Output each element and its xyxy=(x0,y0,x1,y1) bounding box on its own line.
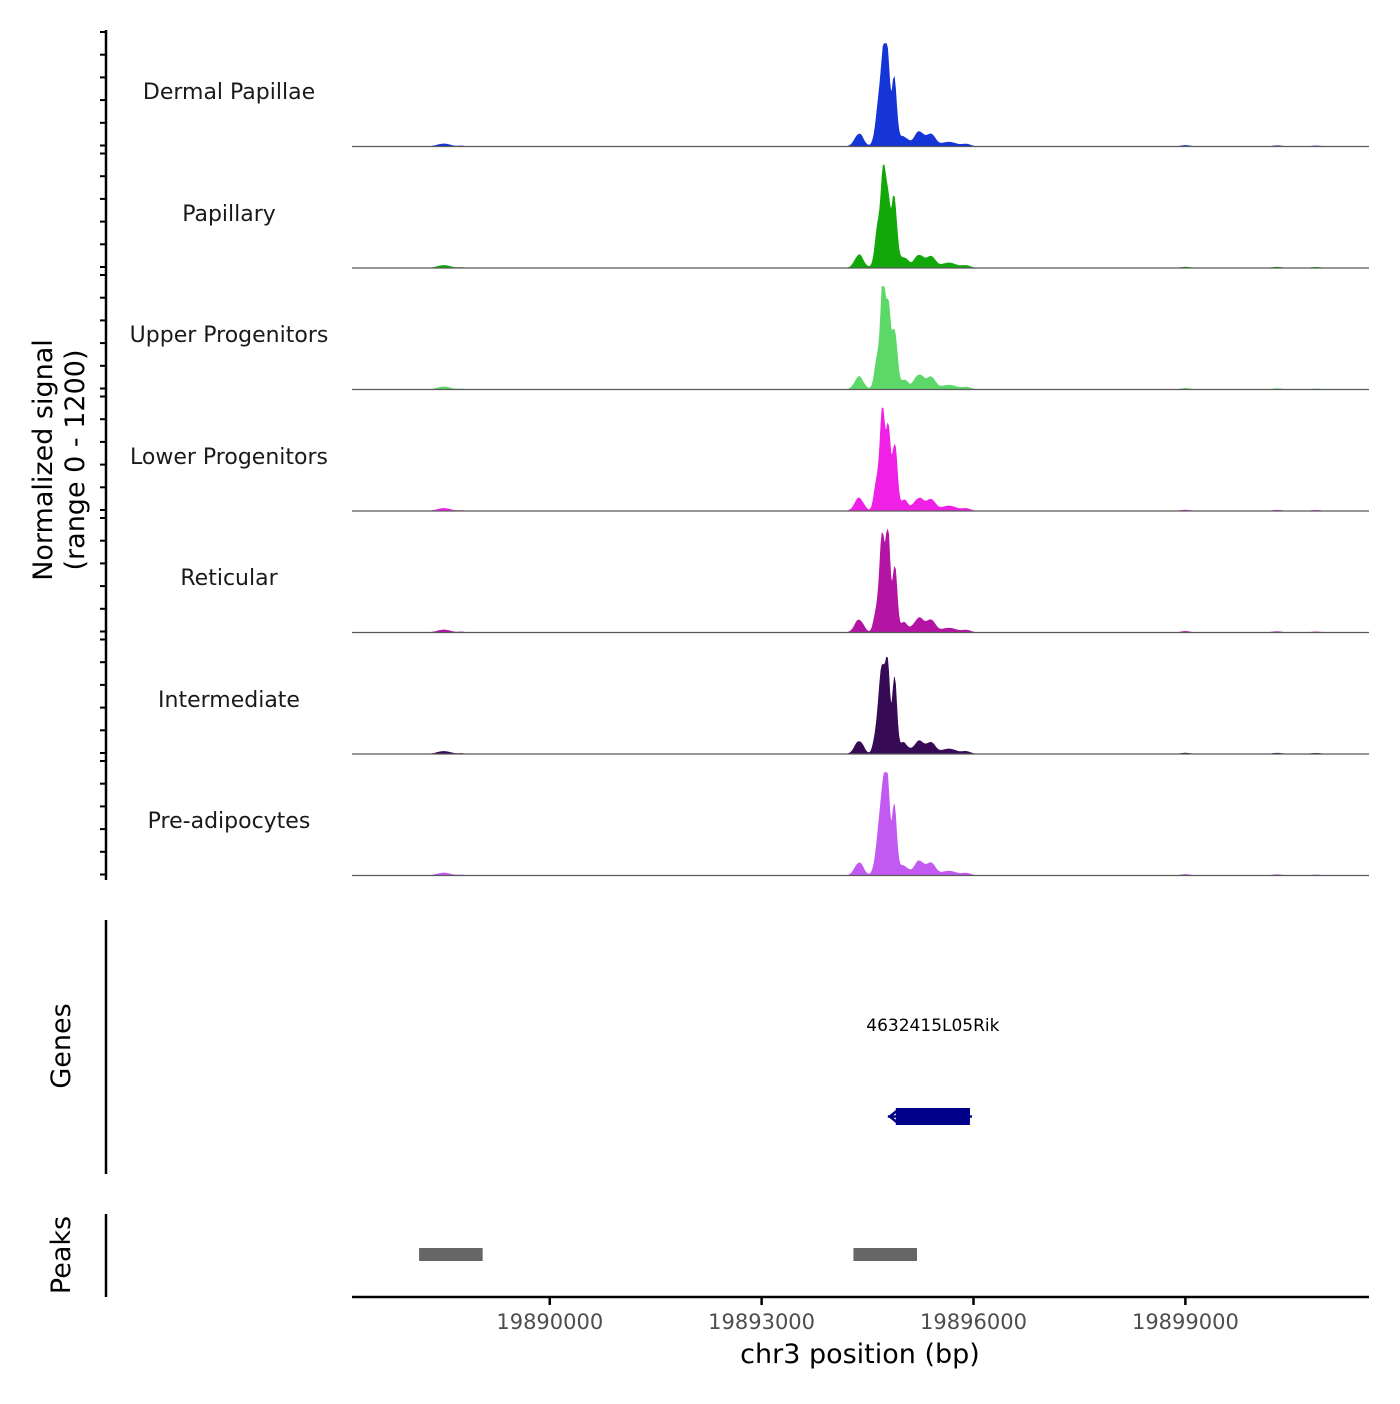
track-label: Upper Progenitors xyxy=(130,323,329,348)
gene-annotations xyxy=(887,1108,972,1125)
x-axis-tick-labels: 19890000 19893000 19896000 19899000 xyxy=(496,1310,1238,1334)
signal-area-4 xyxy=(352,407,1369,512)
x-tick-label: 19899000 xyxy=(1132,1310,1239,1334)
track-label: Papillary xyxy=(182,202,276,227)
track-label: Lower Progenitors xyxy=(130,445,328,470)
gene-label: 4632415L05Rik xyxy=(866,1016,999,1036)
genes-title: Genes xyxy=(46,1003,77,1088)
signal-y-axis-ticks xyxy=(100,31,106,876)
y-axis-title-line2: (range 0 - 1200) xyxy=(60,350,91,571)
peak-region xyxy=(853,1248,917,1261)
track-label: Reticular xyxy=(180,566,278,591)
signal-area-3 xyxy=(352,286,1369,390)
signal-area-6 xyxy=(352,656,1369,755)
y-axis-title-line1: Normalized signal xyxy=(28,339,59,581)
x-axis-ticks xyxy=(548,1297,1187,1305)
signal-area-7 xyxy=(352,772,1369,876)
track-label: Pre-adipocytes xyxy=(148,809,311,834)
signal-area-2 xyxy=(352,164,1369,269)
y-axis-title: Normalized signal (range 0 - 1200) xyxy=(28,339,91,581)
peak-region xyxy=(419,1248,483,1261)
gene-strand-arrow xyxy=(887,1109,899,1124)
x-axis-title: chr3 position (bp) xyxy=(740,1339,980,1370)
peak-regions xyxy=(419,1248,917,1261)
peaks-axis-title: Peaks xyxy=(46,1216,77,1294)
x-tick-label: 19890000 xyxy=(496,1310,603,1334)
signal-area-1 xyxy=(352,43,1369,147)
track-labels: Dermal Papillae Papillary Upper Progenit… xyxy=(130,80,329,834)
signal-tracks xyxy=(352,43,1369,877)
x-tick-label: 19896000 xyxy=(920,1310,1027,1334)
x-tick-label: 19893000 xyxy=(708,1310,815,1334)
track-label: Intermediate xyxy=(158,688,300,713)
signal-area-5 xyxy=(352,528,1369,633)
peaks-title: Peaks xyxy=(46,1216,77,1294)
track-label: Dermal Papillae xyxy=(143,80,315,105)
genes-axis-title: Genes xyxy=(46,1003,77,1088)
